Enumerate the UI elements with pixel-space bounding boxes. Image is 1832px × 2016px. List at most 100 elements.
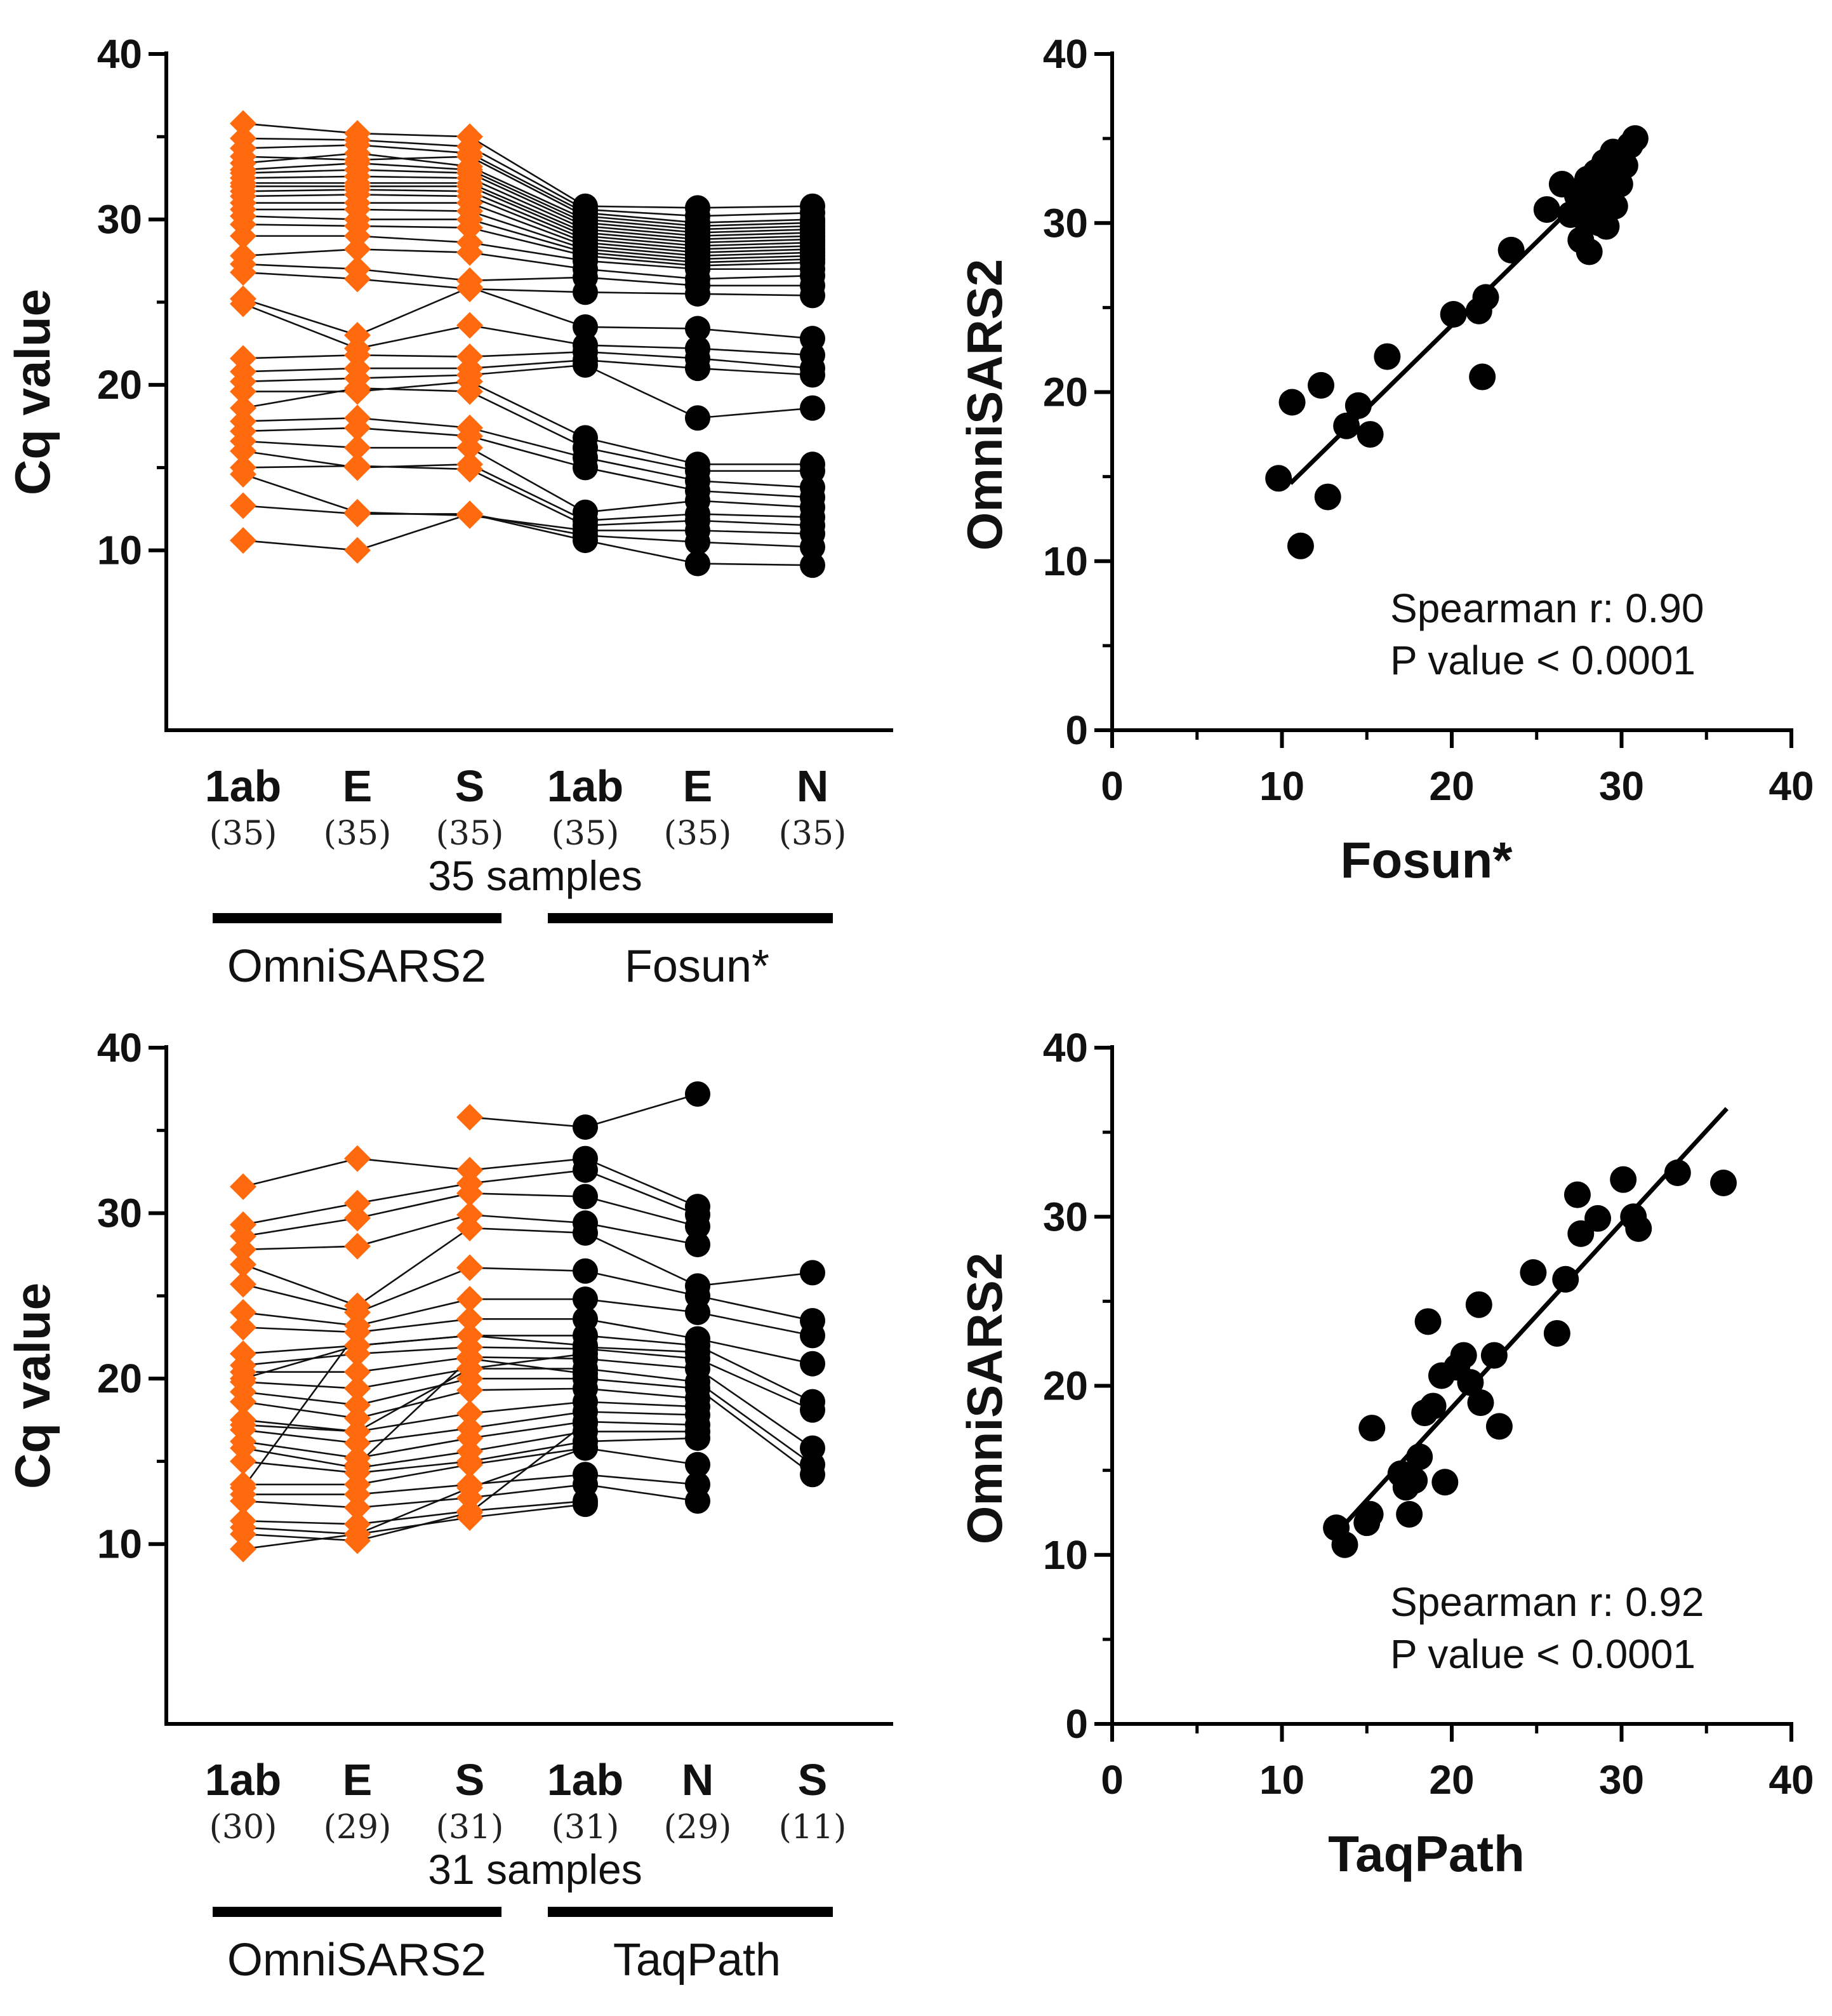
sample-connector [242, 1440, 358, 1459]
x-tick-label: 10 [1259, 763, 1304, 809]
omnisars2-marker [230, 378, 256, 405]
sample-connector [697, 357, 813, 370]
omnisars2-marker [456, 1499, 483, 1526]
scatter-point [1533, 196, 1560, 223]
sample-connector [242, 1500, 358, 1509]
omnisars2-marker [230, 1535, 256, 1563]
omnisars2-marker [344, 265, 371, 293]
sample-connector [242, 194, 358, 197]
scatter-point [1467, 1389, 1494, 1417]
sample-connector [697, 1272, 813, 1287]
x-tick-label: 20 [1429, 763, 1474, 809]
comparator-marker [573, 1258, 598, 1284]
sample-connector [357, 132, 470, 138]
sample-connector [585, 222, 698, 234]
category-label: E [343, 1755, 373, 1805]
comparator-marker [573, 352, 598, 378]
x-axis-title: Fosun* [1340, 832, 1513, 888]
category-label: E [343, 761, 373, 811]
sample-connector [585, 364, 698, 419]
scatter-point [1480, 1342, 1508, 1369]
omnisars2-marker [230, 1251, 256, 1278]
sample-connector [469, 156, 586, 217]
comparator-marker [573, 528, 598, 554]
omnisars2-marker [456, 312, 483, 339]
group-label-omnisars2: OmniSARS2 [227, 941, 486, 992]
y-tick-label: 40 [97, 31, 142, 77]
sample-connector [585, 1447, 698, 1465]
paired-panel-paired-top: 40 30 20 10 Cq value 1ab (35) E (35) S (35) 1ab (35)… [4, 31, 893, 992]
group-label-comparator: Fosun* [625, 941, 769, 992]
sample-connector [242, 1526, 358, 1535]
sample-connector [469, 177, 586, 230]
sample-connector [697, 1358, 813, 1411]
sample-connector [697, 367, 813, 376]
x-tick-label: 30 [1599, 763, 1644, 809]
scatter-point [1472, 284, 1499, 311]
omnisars2-marker [344, 1232, 371, 1260]
omnisars2-marker [456, 1305, 483, 1333]
sample-connector [585, 1169, 698, 1216]
sample-connector [242, 1519, 358, 1525]
scatter-point [1308, 371, 1335, 399]
scatter-point [1358, 1415, 1386, 1442]
scatter-point [1576, 238, 1603, 265]
sample-connector [469, 190, 586, 241]
omnisars2-marker [344, 1189, 371, 1217]
y-tick-label: 30 [1043, 1194, 1088, 1239]
omnisars2-marker [456, 378, 483, 405]
sample-connector [697, 513, 813, 518]
sample-connector [697, 1338, 813, 1365]
sample-connector [242, 1202, 358, 1226]
sample-connector [242, 1447, 358, 1469]
sample-connector [469, 227, 586, 257]
category-count: (35) [779, 815, 847, 853]
category-count: (30) [209, 1808, 277, 1846]
sample-connector [242, 123, 358, 135]
omnisars2-marker [456, 456, 483, 483]
sample-connector [697, 218, 813, 224]
sample-connector [357, 1368, 470, 1390]
sample-connector [585, 241, 698, 253]
sample-connector [357, 1377, 470, 1406]
sample-connector [357, 1497, 470, 1509]
sample-connector [469, 1116, 586, 1128]
omnisars2-marker [344, 236, 371, 263]
scatter-point [1563, 1181, 1591, 1208]
sample-connector [469, 513, 586, 542]
comparator-marker [685, 405, 710, 431]
omnisars2-marker [344, 452, 371, 479]
sample-connector [585, 359, 698, 370]
sample-connector [469, 1267, 586, 1272]
omnisars2-marker [230, 437, 256, 465]
sample-connector [469, 286, 586, 328]
samples-label: 31 samples [428, 1846, 642, 1893]
y-tick-label: 30 [97, 197, 142, 243]
sample-connector [697, 293, 813, 297]
sample-connector [357, 1486, 470, 1535]
sample-connector [697, 225, 813, 230]
sample-connector [585, 218, 698, 230]
sample-connector [469, 1227, 586, 1234]
omnisars2-marker [456, 214, 483, 241]
sample-connector [242, 1217, 358, 1238]
comparator-marker [800, 552, 825, 578]
sample-connector [585, 1368, 698, 1383]
sample-connector [585, 1410, 698, 1416]
omnisars2-marker [344, 1418, 371, 1445]
sample-connector [469, 210, 586, 250]
sample-connector [585, 1158, 698, 1208]
comparator-marker [573, 1114, 598, 1140]
sample-connector [697, 519, 813, 526]
sample-connector [469, 1335, 586, 1347]
sample-connector [357, 286, 470, 337]
scatter-point [1457, 1369, 1484, 1396]
omnisars2-marker [230, 1448, 256, 1475]
sample-connector [469, 1410, 586, 1429]
x-tick-label: 30 [1599, 1757, 1644, 1803]
sample-connector [469, 1213, 586, 1224]
sample-connector [585, 457, 698, 482]
sample-connector [469, 288, 586, 293]
sample-connector [469, 468, 586, 526]
sample-connector [242, 440, 358, 449]
